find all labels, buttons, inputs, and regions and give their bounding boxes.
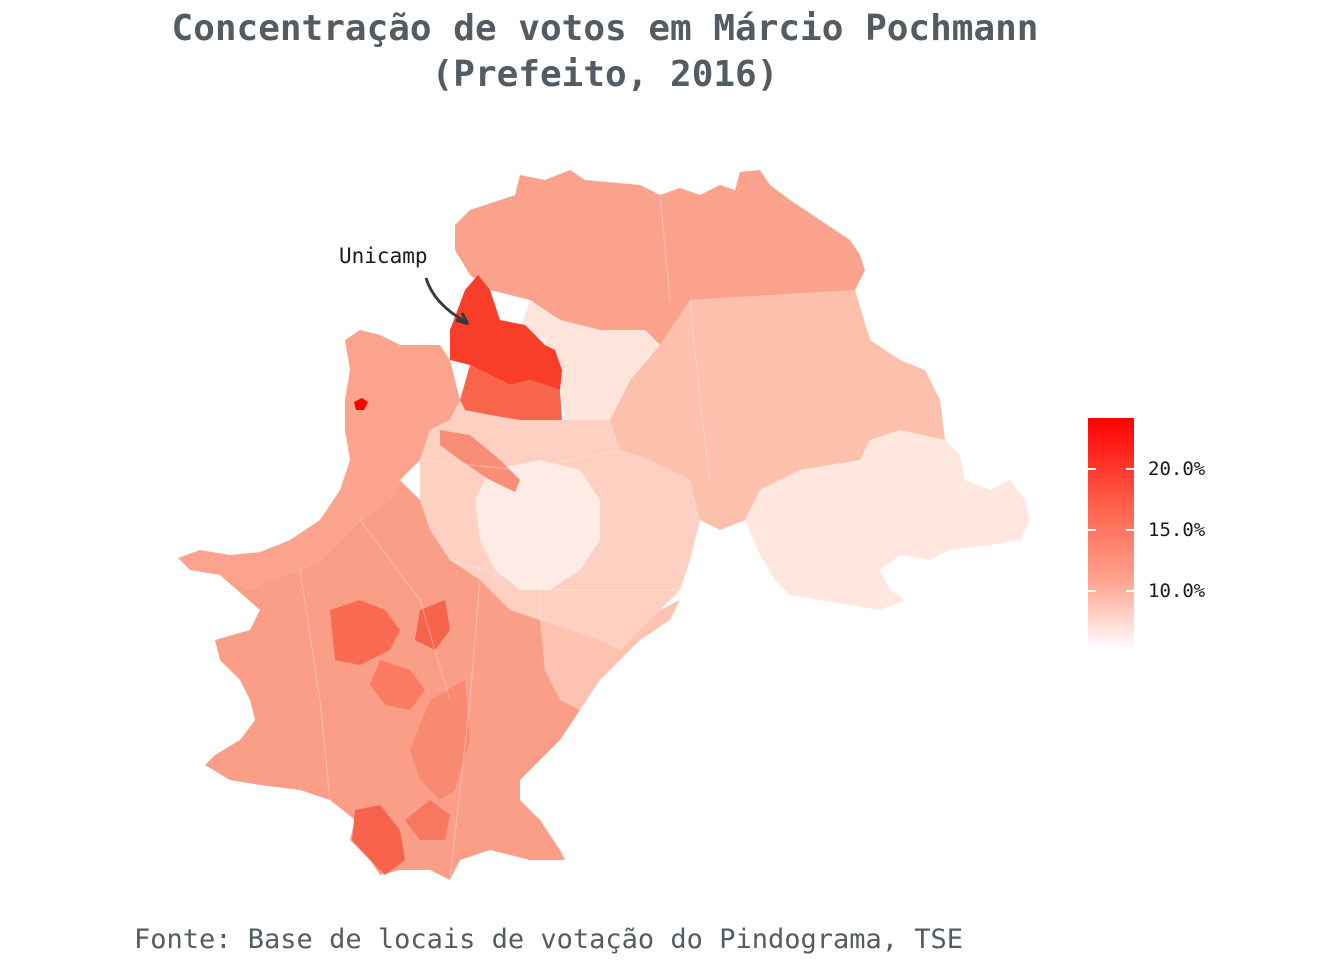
region-s-dark-1 [352, 805, 405, 875]
legend-tick-10-left [1088, 590, 1096, 592]
region-sw-dark-3 [415, 600, 450, 650]
region-diagonal-band [440, 430, 520, 492]
region-southeast [540, 600, 680, 710]
legend-tick-15 [1126, 529, 1134, 531]
region-sw-dark-2 [370, 660, 425, 710]
legend-label-10: 10.0% [1148, 580, 1206, 602]
region-unicamp [450, 275, 562, 390]
legend-label-20: 20.0% [1148, 458, 1206, 480]
legend-tick-15-left [1088, 529, 1096, 531]
district-boundaries [299, 194, 711, 881]
annotation-arrow [424, 277, 467, 324]
color-legend: 20.0% 15.0% 10.0% [1088, 418, 1238, 888]
title-line-1: Concentração de votos em Márcio Pochmann [171, 8, 1039, 49]
legend-tick-left [1088, 886, 1096, 888]
source-caption: Fonte: Base de locais de votação do Pind… [134, 924, 964, 955]
legend-tick-20 [1126, 468, 1134, 470]
region-northeast [610, 290, 945, 530]
region-s-dark-2 [405, 800, 450, 840]
annotation-arrowhead [455, 312, 470, 326]
legend-tick-10 [1126, 590, 1134, 592]
region-west-dark-dot [354, 398, 368, 410]
region-center-core [475, 460, 600, 590]
legend-colorbar [1088, 418, 1134, 650]
region-unicamp-south [460, 365, 562, 420]
region-west [178, 330, 460, 590]
title-line-2: (Prefeito, 2016) [431, 54, 779, 95]
region-north [455, 170, 865, 345]
map-title: Concentração de votos em Márcio Pochmann… [0, 6, 1210, 98]
region-east [745, 430, 1030, 610]
annotation-unicamp: Unicamp [339, 244, 428, 268]
region-center-north-pale [520, 300, 660, 425]
region-s-mid [410, 680, 470, 800]
legend-tick-20-left [1088, 468, 1096, 470]
region-sw-dark-1 [330, 600, 400, 665]
legend-label-15: 15.0% [1148, 519, 1206, 541]
